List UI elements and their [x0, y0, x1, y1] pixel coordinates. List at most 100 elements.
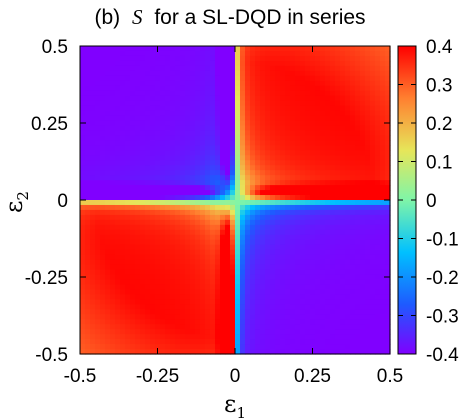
heatmap-cell — [170, 160, 176, 166]
heatmap-cell — [155, 125, 161, 132]
heatmap-cell — [290, 130, 296, 137]
heatmap-cell — [80, 175, 86, 181]
heatmap-cell — [300, 75, 306, 82]
heatmap-cell — [95, 234, 101, 241]
heatmap-cell — [165, 309, 171, 315]
heatmap-cell — [145, 204, 151, 211]
heatmap-cell — [105, 329, 111, 335]
heatmap-cell — [270, 115, 276, 122]
heatmap-cell — [80, 185, 86, 191]
heatmap-cell — [375, 75, 381, 82]
heatmap-cell — [330, 180, 336, 186]
heatmap-cell — [155, 204, 161, 211]
heatmap-cell — [120, 229, 126, 236]
heatmap-cell — [350, 329, 356, 335]
heatmap-cell — [180, 200, 186, 206]
heatmap-cell — [330, 155, 336, 161]
heatmap-cell — [105, 120, 111, 127]
heatmap-cell — [375, 269, 381, 276]
heatmap-cell — [320, 289, 326, 295]
heatmap-cell — [230, 175, 236, 181]
heatmap-cell — [195, 105, 201, 112]
heatmap-cell — [245, 314, 251, 320]
heatmap-cell — [95, 314, 101, 320]
heatmap-cell — [195, 75, 201, 82]
heatmap-cell — [100, 55, 106, 62]
heatmap-cell — [220, 60, 226, 67]
heatmap-cell — [250, 324, 256, 330]
heatmap-cell — [150, 269, 156, 276]
heatmap-cell — [370, 155, 376, 161]
heatmap-cell — [230, 329, 236, 335]
heatmap-cell — [295, 299, 301, 305]
heatmap-cell — [285, 309, 291, 315]
heatmap-cell — [80, 60, 86, 67]
heatmap-cell — [305, 160, 311, 166]
heatmap-cell — [280, 155, 286, 161]
heatmap-cell — [290, 195, 296, 201]
heatmap-cell — [225, 160, 231, 166]
heatmap-cell — [265, 224, 271, 231]
heatmap-cell — [155, 155, 161, 161]
heatmap-cell — [145, 100, 151, 107]
heatmap-cell — [245, 200, 251, 206]
heatmap-cell — [310, 105, 316, 112]
heatmap-cell — [285, 170, 291, 176]
heatmap-cell — [100, 339, 106, 345]
heatmap-cell — [130, 234, 136, 241]
heatmap-cell — [190, 185, 196, 191]
heatmap-cell — [300, 304, 306, 310]
heatmap-cell — [300, 135, 306, 141]
heatmap-cell — [290, 135, 296, 141]
heatmap-cell — [130, 50, 136, 57]
heatmap-cell — [85, 209, 91, 216]
heatmap-cell — [130, 70, 136, 77]
heatmap-cell — [335, 279, 341, 286]
heatmap-cell — [290, 70, 296, 77]
heatmap-cell — [270, 46, 276, 52]
heatmap-cell — [160, 249, 166, 256]
heatmap-cell — [120, 100, 126, 107]
heatmap-cell — [110, 229, 116, 236]
heatmap-cell — [380, 165, 386, 171]
heatmap-cell — [150, 264, 156, 271]
heatmap-cell — [170, 239, 176, 246]
heatmap-cell — [125, 130, 131, 137]
heatmap-cell — [325, 204, 331, 211]
heatmap-cell — [385, 319, 391, 325]
heatmap-cell — [340, 314, 346, 320]
heatmap-cell — [300, 269, 306, 276]
heatmap-cell — [350, 344, 356, 350]
heatmap-cell — [175, 185, 181, 191]
heatmap-cell — [305, 135, 311, 141]
heatmap-cell — [385, 269, 391, 276]
heatmap-cell — [330, 314, 336, 320]
heatmap-cell — [285, 145, 291, 151]
heatmap-cell — [315, 279, 321, 286]
heatmap-cell — [285, 70, 291, 77]
heatmap-cell — [375, 299, 381, 305]
heatmap-cell — [215, 314, 221, 320]
heatmap-cell — [350, 165, 356, 171]
heatmap-cell — [255, 165, 261, 171]
heatmap-cell — [295, 50, 301, 57]
heatmap-cell — [305, 239, 311, 246]
heatmap-cell — [195, 339, 201, 345]
heatmap-cell — [150, 180, 156, 186]
heatmap-cell — [95, 75, 101, 82]
heatmap-cell — [385, 344, 391, 350]
heatmap-cell — [115, 185, 121, 191]
heatmap-cell — [95, 65, 101, 72]
heatmap-cell — [105, 110, 111, 117]
heatmap-cell — [345, 195, 351, 201]
heatmap-cell — [290, 319, 296, 325]
heatmap-cell — [370, 319, 376, 325]
heatmap-cell — [160, 130, 166, 137]
heatmap-cell — [290, 289, 296, 295]
heatmap-cell — [240, 319, 246, 325]
heatmap-cell — [115, 75, 121, 82]
heatmap-cell — [90, 95, 96, 102]
heatmap-cell — [210, 289, 216, 295]
heatmap-cell — [305, 95, 311, 102]
heatmap-cell — [270, 299, 276, 305]
